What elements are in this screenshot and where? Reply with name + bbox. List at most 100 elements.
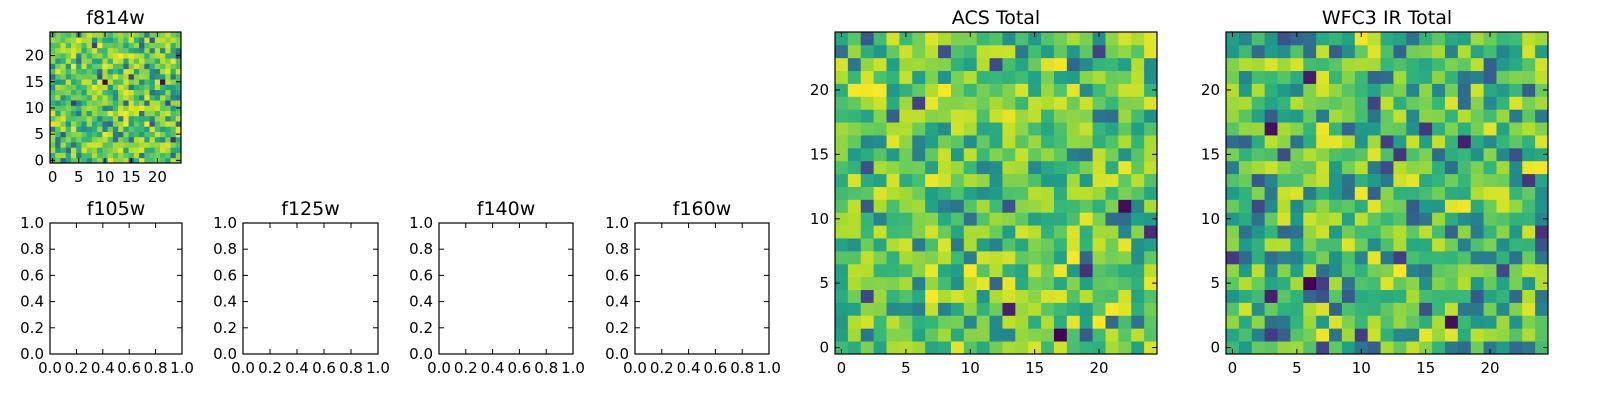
heatmap-cell — [50, 136, 56, 143]
heatmap-cell — [1316, 289, 1330, 303]
heatmap-cell — [1290, 263, 1304, 278]
heatmap-cell — [1105, 173, 1119, 187]
heatmap-cell — [847, 212, 862, 226]
heatmap-cell — [149, 68, 156, 75]
heatmap-cell — [860, 225, 875, 239]
heatmap-cell — [873, 328, 887, 342]
heatmap-cell — [86, 152, 93, 159]
heatmap-cell — [123, 58, 129, 64]
heatmap-cell — [55, 79, 61, 85]
heatmap-cell — [1535, 302, 1549, 316]
heatmap-cell — [165, 68, 171, 75]
heatmap-cell — [1105, 122, 1119, 136]
heatmap-cell — [1457, 96, 1472, 110]
heatmap-cell — [139, 52, 145, 59]
heatmap-cell — [925, 315, 939, 329]
heatmap-cell — [1522, 70, 1536, 84]
heatmap-cell — [170, 79, 177, 85]
heatmap-cell — [989, 341, 1003, 355]
heatmap-cell — [123, 63, 129, 70]
heatmap-cell — [170, 52, 177, 59]
heatmap-cell — [1105, 70, 1119, 84]
heatmap-cell — [1432, 83, 1446, 97]
heatmap-cell — [118, 63, 124, 70]
heatmap-cell — [899, 263, 913, 278]
heatmap-cell — [1066, 109, 1081, 123]
heatmap-cell — [86, 52, 93, 59]
y-tick-label: 5 — [819, 274, 829, 292]
heatmap-cell — [963, 147, 978, 162]
heatmap-cell — [118, 94, 124, 101]
heatmap-cell — [847, 109, 862, 123]
heatmap-cell — [65, 131, 72, 138]
heatmap-cell — [873, 186, 887, 200]
heatmap-cell — [175, 142, 182, 148]
heatmap-cell — [65, 100, 72, 106]
heatmap-cell — [1444, 135, 1459, 149]
heatmap-cell — [1105, 289, 1119, 303]
heatmap-cell — [1041, 70, 1055, 84]
heatmap-cell — [107, 84, 114, 91]
heatmap-cell — [1002, 238, 1016, 252]
heatmap-cell — [50, 37, 56, 43]
x-tick-label: 15 — [1025, 359, 1044, 377]
heatmap-cell — [1226, 83, 1240, 97]
heatmap-cell — [91, 84, 98, 91]
heatmap-cell — [1303, 109, 1317, 123]
heatmap-cell — [118, 142, 124, 148]
heatmap-cell — [50, 142, 56, 148]
heatmap-cell — [97, 37, 103, 43]
heatmap-cell — [102, 136, 109, 143]
heatmap-cell — [123, 115, 129, 122]
heatmap-cell — [1457, 147, 1472, 162]
heatmap-cell — [175, 58, 182, 64]
heatmap-cell — [133, 142, 140, 148]
heatmap-cell — [65, 37, 72, 43]
heatmap-cell — [165, 73, 171, 80]
heatmap-cell — [1264, 199, 1278, 213]
heatmap-cell — [1002, 212, 1016, 226]
heatmap-cell — [149, 42, 156, 49]
heatmap-cell — [1277, 328, 1291, 342]
heatmap-cell — [1393, 147, 1407, 162]
heatmap-cell — [1290, 289, 1304, 303]
heatmap-cell — [1522, 57, 1536, 72]
heatmap-cell — [1522, 199, 1536, 213]
heatmap-cell — [1406, 341, 1420, 355]
heatmap-cell — [1316, 225, 1330, 239]
axes-frame — [438, 222, 574, 355]
heatmap-cell — [989, 109, 1003, 123]
heatmap-cell — [128, 100, 135, 106]
heatmap-cell — [102, 110, 109, 117]
heatmap-cell — [170, 68, 177, 75]
heatmap-cell — [112, 37, 119, 43]
heatmap-cell — [1303, 83, 1317, 97]
heatmap-cell — [1118, 160, 1132, 175]
heatmap-cell — [1354, 70, 1369, 84]
heatmap-cell — [1002, 250, 1016, 265]
heatmap-cell — [154, 63, 161, 70]
heatmap-cell — [886, 83, 900, 97]
heatmap-cell — [1483, 147, 1497, 162]
heatmap-cell — [1002, 109, 1016, 123]
heatmap-cell — [133, 115, 140, 122]
heatmap-cell — [97, 63, 103, 70]
heatmap-cell — [886, 328, 900, 342]
heatmap-cell — [1535, 96, 1549, 110]
heatmap-cell — [1444, 109, 1459, 123]
heatmap-cell — [1028, 276, 1042, 290]
heatmap-cell — [989, 225, 1003, 239]
heatmap-cell — [1226, 57, 1240, 72]
heatmap-cell — [1509, 341, 1523, 355]
heatmap-cell — [1118, 250, 1132, 265]
heatmap-cell — [70, 52, 77, 59]
heatmap-cell — [1354, 83, 1369, 97]
heatmap-cell — [1131, 32, 1145, 46]
heatmap-cell — [86, 32, 93, 38]
heatmap-cell — [1457, 186, 1472, 200]
heatmap-cell — [1251, 70, 1266, 84]
heatmap-cell — [835, 186, 849, 200]
heatmap-cell — [1535, 147, 1549, 162]
heatmap-cell — [1226, 225, 1240, 239]
